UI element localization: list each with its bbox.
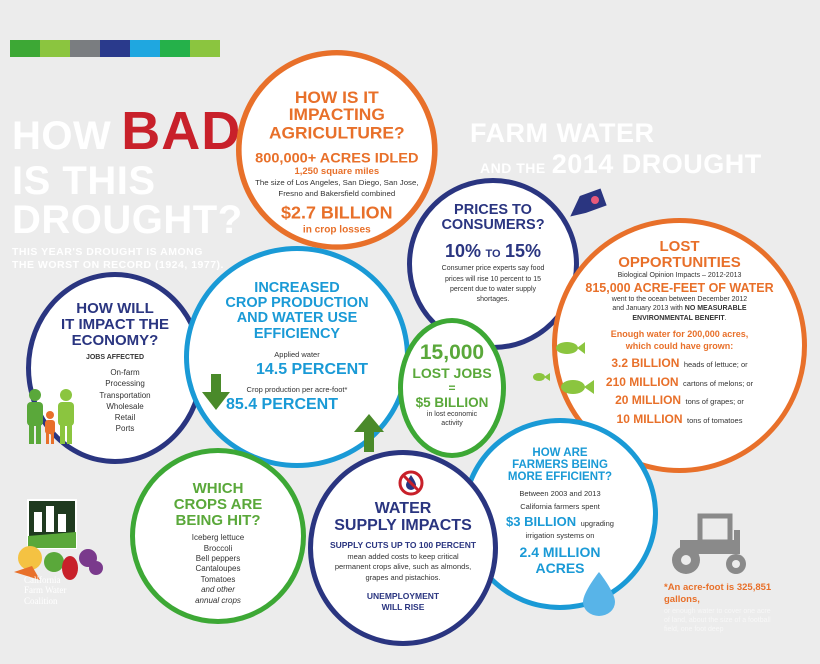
color-swatch [10, 40, 40, 57]
no-water-icon [398, 470, 424, 496]
fish-icon [533, 373, 550, 381]
arrow-down-icon [202, 374, 230, 410]
fish-icon [556, 342, 585, 354]
jobs-affected-label: JOBS AFFECTED [85, 354, 145, 362]
tractor-icon [672, 513, 746, 574]
farmers-amount-row: $3 BILLION upgrading [506, 513, 614, 529]
crop-name: Tomatoes [200, 574, 236, 584]
farmers-years: Between 2003 and 2013 [519, 489, 601, 499]
production-value: 85.4 PERCENT [225, 395, 339, 413]
color-swatch [190, 40, 220, 57]
applied-water-label: Applied water [274, 349, 320, 359]
right-title-and-the: AND THE [480, 160, 546, 176]
title-drought: DROUGHT? [12, 198, 243, 242]
main-subtitle: THIS YEAR'S DROUGHT IS AMONG THE WORST O… [12, 246, 224, 271]
logo-icon [14, 499, 103, 580]
crops-hit-title: WHICH CROPS ARE BEING HIT? [173, 480, 263, 529]
price-range: 10% TO 15% [444, 241, 542, 262]
square-miles: 1,250 square miles [294, 165, 380, 177]
color-swatch [70, 40, 100, 57]
price-tag-icon [570, 188, 607, 217]
acres-idled: 800,000+ ACRES IDLED [255, 149, 419, 166]
right-title-main: FARM WATER [470, 118, 655, 148]
crop-item: 10 MILLION tons of tomatoes [616, 411, 743, 426]
crop-losses-label: in crop losses [302, 223, 371, 235]
job-item: Transportation [99, 390, 151, 400]
fish-icon [561, 380, 594, 394]
production-label: Crop production per acre-foot* [246, 384, 348, 394]
crop-name: Bell peppers [195, 554, 241, 564]
farmers-title: HOW ARE FARMERS BEING MORE EFFICIENT? [507, 447, 613, 484]
color-swatch [40, 40, 70, 57]
family-icon [27, 389, 74, 444]
crop-item: 210 MILLION cartons of melons; or [605, 374, 754, 389]
crop-name: Cantaloupes [195, 564, 241, 574]
arrow-up-icon [354, 414, 384, 452]
right-title-drought: 2014 DROUGHT [551, 149, 762, 179]
job-item: On-farm [110, 368, 140, 378]
jobs-value: $5 BILLION [415, 395, 489, 410]
crops-list: Iceberg lettuce Broccoli Bell peppers Ca… [135, 533, 301, 606]
color-swatch [100, 40, 130, 57]
color-swatch [130, 40, 160, 57]
title-how: HOW [12, 114, 112, 158]
right-title: FARM WATER AND THE 2014 DROUGHT [470, 118, 800, 180]
crops-hit-circle: WHICH CROPS ARE BEING HIT? Iceberg lettu… [130, 448, 306, 624]
supply-desc: mean added costs to keep critical perman… [334, 551, 472, 582]
farmers-spent: California farmers spent [520, 502, 600, 512]
title-is-this: IS THIS [12, 159, 156, 203]
farmers-irrigation: irrigation systems on [525, 530, 595, 540]
agriculture-desc: The size of Los Angeles, San Diego, San … [255, 179, 419, 198]
logo-text: California Farm Water Coalition [24, 575, 67, 606]
color-bar [10, 40, 220, 57]
prices-desc: Consumer price experts say food prices w… [441, 265, 545, 303]
jobs-label: LOST JOBS [412, 365, 492, 381]
lost-desc: went to the ocean between December 2012 … [611, 295, 748, 322]
job-item: Processing [105, 379, 145, 389]
prices-circle: PRICES TO CONSUMERS? 10% TO 15% Consumer… [407, 178, 579, 350]
supply-circle: WATER SUPPLY IMPACTS SUPPLY CUTS UP TO 1… [308, 450, 498, 646]
agriculture-circle: HOW IS IT IMPACTING AGRICULTURE? 800,000… [236, 50, 438, 250]
economy-title: HOW WILL IT IMPACT THE ECONOMY? [60, 300, 170, 349]
economy-circle: HOW WILL IT IMPACT THE ECONOMY? JOBS AFF… [26, 272, 204, 464]
unemployment: UNEMPLOYMENT WILL RISE [366, 591, 440, 613]
bio-opinion: Biological Opinion Impacts – 2012-2013 [617, 271, 742, 279]
crop-name: Iceberg lettuce [191, 533, 245, 543]
job-item: Wholesale [106, 401, 144, 411]
agriculture-title: HOW IS IT IMPACTING AGRICULTURE? [268, 88, 405, 143]
applied-water-value: 14.5 PERCENT [255, 360, 369, 378]
lost-title: LOST OPPORTUNITIES [618, 238, 741, 271]
job-item: Ports [115, 424, 135, 434]
farmers-acres: 2.4 MILLION ACRES [519, 543, 601, 576]
jobs-list: On-farm Processing Transportation Wholes… [31, 367, 199, 434]
crop-item: 3.2 BILLION heads of lettuce; or [611, 356, 748, 371]
footnote: *An acre-foot is 325,851 gallons, or eno… [664, 582, 814, 634]
efficiency-title: INCREASED CROP PRODUCTION AND WATER USE … [225, 280, 369, 342]
prices-title: PRICES TO CONSUMERS? [441, 202, 545, 234]
jobs-circle: 15,000 LOST JOBS = $5 BILLION in lost ec… [398, 318, 506, 458]
crop-name: Broccoli [203, 543, 233, 553]
footnote-text: *An acre-foot is 325,851 gallons, [664, 582, 772, 605]
color-swatch [160, 40, 190, 57]
jobs-equals: = [448, 381, 456, 395]
main-title: HOW BAD IS THIS DROUGHT? THIS YEAR'S DRO… [12, 100, 252, 272]
title-bad: BAD [121, 101, 242, 161]
jobs-count: 15,000 [419, 341, 485, 364]
crop-losses-value: $2.7 BILLION [281, 204, 393, 223]
jobs-desc: in lost economic activity [426, 411, 478, 428]
supply-cuts: SUPPLY CUTS UP TO 100 PERCENT [329, 539, 477, 550]
footnote-faint: or enough water to cover one acre of lan… [664, 607, 771, 633]
efficiency-circle: INCREASED CROP PRODUCTION AND WATER USE … [184, 246, 410, 468]
water-drop-icon [583, 572, 615, 616]
crop-list: 3.2 BILLION heads of lettuce; or 210 MIL… [557, 354, 802, 428]
logo: California Farm Water Coalition [10, 496, 110, 606]
acre-feet-value: 815,000 ACRE-FEET OF WATER [585, 280, 774, 295]
job-item: Retail [114, 413, 136, 422]
enough-water: Enough water for 200,000 acres, which co… [610, 328, 749, 351]
crop-item: 20 MILLION tons of grapes; or [615, 393, 744, 408]
supply-title: WATER SUPPLY IMPACTS [334, 500, 472, 534]
